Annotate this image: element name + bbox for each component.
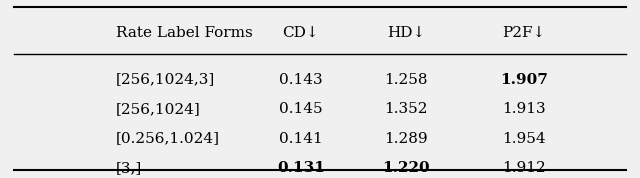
Text: [0.256,1.024]: [0.256,1.024] (116, 132, 220, 146)
Text: 0.143: 0.143 (279, 73, 323, 87)
Text: [256,1024]: [256,1024] (116, 102, 201, 116)
Text: 1.220: 1.220 (382, 161, 430, 175)
Text: CD↓: CD↓ (283, 26, 319, 40)
Text: [256,1024,3]: [256,1024,3] (116, 73, 215, 87)
Text: HD↓: HD↓ (387, 26, 425, 40)
Text: 0.141: 0.141 (279, 132, 323, 146)
Text: 1.913: 1.913 (502, 102, 546, 116)
Text: 1.352: 1.352 (384, 102, 428, 116)
Text: 1.912: 1.912 (502, 161, 546, 175)
Text: 0.145: 0.145 (279, 102, 323, 116)
Text: 1.907: 1.907 (500, 73, 548, 87)
Text: Rate Label Forms: Rate Label Forms (116, 26, 253, 40)
Text: 1.954: 1.954 (502, 132, 546, 146)
Text: 0.131: 0.131 (277, 161, 325, 175)
Text: [3,]: [3,] (116, 161, 142, 175)
Text: 1.258: 1.258 (384, 73, 428, 87)
Text: P2F↓: P2F↓ (502, 26, 545, 40)
Text: 1.289: 1.289 (384, 132, 428, 146)
